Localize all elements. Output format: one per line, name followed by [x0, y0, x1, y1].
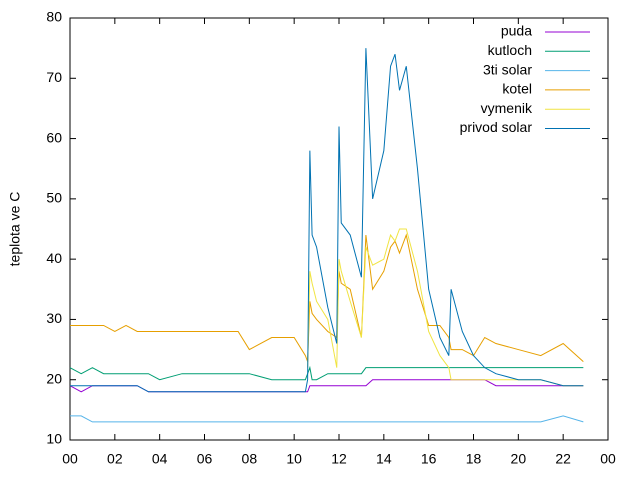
legend-label: kutloch: [488, 42, 532, 58]
legend-label: 3ti solar: [483, 61, 532, 77]
x-tick-label: 00: [62, 451, 78, 467]
legend-label: puda: [501, 23, 532, 39]
y-axis-label: teplota ve C: [7, 192, 23, 267]
y-tick-label: 80: [46, 9, 62, 25]
series-line: [69, 365, 584, 381]
x-tick-label: 16: [421, 451, 437, 467]
y-tick-label: 40: [46, 250, 62, 266]
x-tick-label: 06: [197, 451, 213, 467]
legend-label: privod solar: [460, 119, 533, 135]
series-line: [69, 379, 584, 393]
x-tick-label: 20: [511, 451, 527, 467]
y-tick-label: 50: [46, 190, 62, 206]
x-tick-label: 00: [600, 451, 616, 467]
x-tick-label: 12: [331, 451, 347, 467]
series-line: [307, 228, 584, 387]
y-tick-label: 30: [46, 310, 62, 326]
series-line: [70, 233, 584, 363]
x-tick-label: 08: [242, 451, 258, 467]
legend-label: vymenik: [481, 100, 533, 116]
x-tick-label: 02: [107, 451, 123, 467]
series-line: [70, 415, 584, 423]
y-tick-label: 70: [46, 69, 62, 85]
x-tick-label: 22: [555, 451, 571, 467]
y-tick-label: 20: [46, 370, 62, 386]
y-tick-label: 60: [46, 129, 62, 145]
series-line: [70, 48, 584, 393]
y-tick-label: 10: [46, 431, 62, 447]
x-tick-label: 10: [286, 451, 302, 467]
legend-label: kotel: [502, 81, 532, 97]
x-tick-label: 04: [152, 451, 168, 467]
x-tick-label: 18: [466, 451, 482, 467]
x-tick-label: 14: [376, 451, 392, 467]
